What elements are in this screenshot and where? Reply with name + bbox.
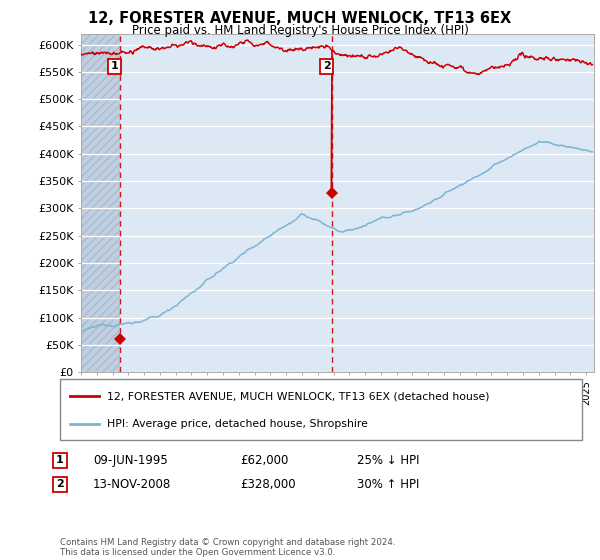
Text: 2: 2: [323, 62, 331, 71]
Text: 2: 2: [56, 479, 64, 489]
Text: 13-NOV-2008: 13-NOV-2008: [93, 478, 171, 491]
Text: 1: 1: [56, 455, 64, 465]
Text: 25% ↓ HPI: 25% ↓ HPI: [357, 454, 419, 467]
Text: 12, FORESTER AVENUE, MUCH WENLOCK, TF13 6EX (detached house): 12, FORESTER AVENUE, MUCH WENLOCK, TF13 …: [107, 391, 490, 401]
Text: £62,000: £62,000: [240, 454, 289, 467]
Text: £328,000: £328,000: [240, 478, 296, 491]
Text: 09-JUN-1995: 09-JUN-1995: [93, 454, 168, 467]
Text: HPI: Average price, detached house, Shropshire: HPI: Average price, detached house, Shro…: [107, 419, 368, 430]
Text: Price paid vs. HM Land Registry's House Price Index (HPI): Price paid vs. HM Land Registry's House …: [131, 24, 469, 37]
Text: 30% ↑ HPI: 30% ↑ HPI: [357, 478, 419, 491]
Text: 1: 1: [111, 62, 119, 71]
Text: Contains HM Land Registry data © Crown copyright and database right 2024.
This d: Contains HM Land Registry data © Crown c…: [60, 538, 395, 557]
FancyBboxPatch shape: [60, 379, 582, 440]
Text: 12, FORESTER AVENUE, MUCH WENLOCK, TF13 6EX: 12, FORESTER AVENUE, MUCH WENLOCK, TF13 …: [88, 11, 512, 26]
